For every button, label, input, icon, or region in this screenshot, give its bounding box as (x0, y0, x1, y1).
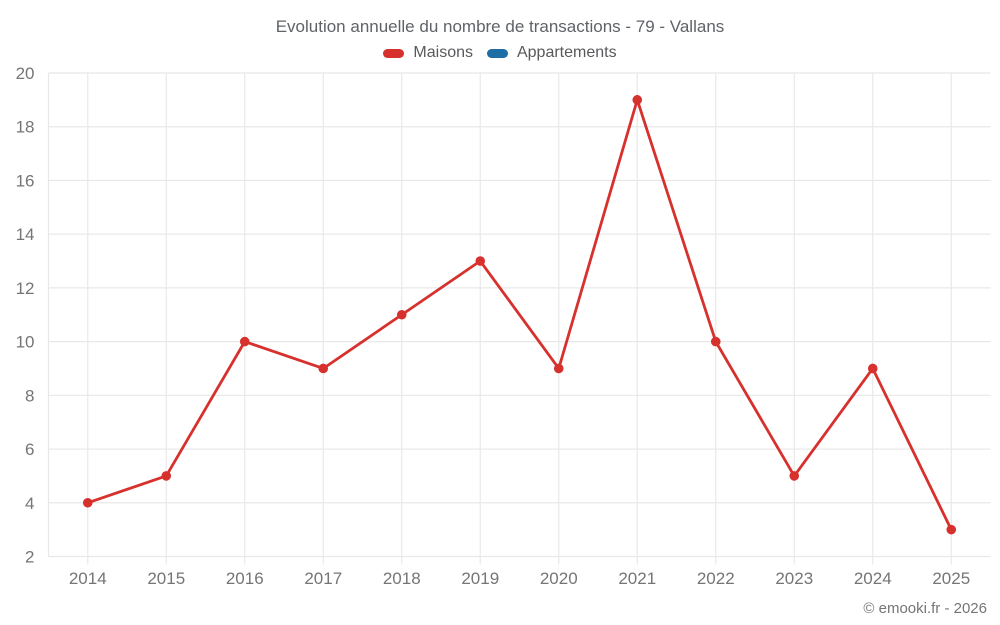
copyright-footer: © emooki.fr - 2026 (863, 600, 987, 617)
x-tick-label-2016: 2016 (226, 569, 264, 588)
y-tick-label-16: 16 (16, 171, 35, 190)
y-tick-label-2: 2 (25, 548, 34, 567)
data-point-maisons-2022[interactable] (710, 336, 721, 347)
legend-label-appartements: Appartements (516, 44, 617, 61)
data-point-maisons-2025[interactable] (946, 524, 957, 535)
y-tick-label-14: 14 (16, 225, 35, 244)
data-point-maisons-2018[interactable] (396, 309, 407, 320)
series-line-maisons (86, 98, 953, 532)
data-point-maisons-2024[interactable] (867, 363, 878, 374)
y-tick-label-18: 18 (16, 118, 35, 137)
y-tick-label-12: 12 (16, 279, 35, 298)
x-tick-label-2022: 2022 (697, 569, 735, 588)
y-tick-label-8: 8 (25, 386, 34, 405)
y-tick-label-6: 6 (25, 440, 34, 459)
x-tick-label-2025: 2025 (932, 569, 970, 588)
x-tick-label-2015: 2015 (147, 569, 185, 588)
data-point-maisons-2023[interactable] (789, 471, 800, 481)
x-tick-label-2020: 2020 (540, 569, 578, 588)
maisons-swatch-icon (383, 48, 405, 58)
chart-legend: Maisons Appartements (0, 44, 1000, 62)
data-point-maisons-2017[interactable] (318, 363, 329, 374)
data-point-maisons-2015[interactable] (161, 471, 172, 481)
chart-title: Evolution annuelle du nombre de transact… (275, 17, 725, 36)
data-point-maisons-2020[interactable] (553, 363, 564, 374)
x-tick-label-2021: 2021 (618, 569, 656, 588)
data-point-maisons-2014[interactable] (82, 497, 93, 508)
x-tick-label-2023: 2023 (775, 569, 813, 588)
data-point-maisons-2019[interactable] (475, 256, 486, 266)
legend-label-maisons: Maisons (413, 44, 473, 61)
y-tick-label-4: 4 (25, 494, 34, 513)
y-tick-label-20: 20 (16, 64, 35, 83)
x-tick-label-2017: 2017 (304, 569, 342, 588)
data-point-maisons-2016[interactable] (239, 336, 250, 347)
x-tick-label-2019: 2019 (461, 569, 499, 588)
x-tick-label-2014: 2014 (69, 569, 107, 588)
data-point-maisons-2021[interactable] (632, 95, 643, 105)
legend-item-maisons[interactable]: Maisons (383, 44, 473, 62)
x-tick-label-2024: 2024 (854, 569, 892, 588)
y-tick-label-10: 10 (16, 333, 35, 352)
appartements-swatch-icon (486, 48, 508, 58)
legend-item-appartements[interactable]: Appartements (486, 44, 617, 62)
x-tick-label-2018: 2018 (383, 569, 421, 588)
